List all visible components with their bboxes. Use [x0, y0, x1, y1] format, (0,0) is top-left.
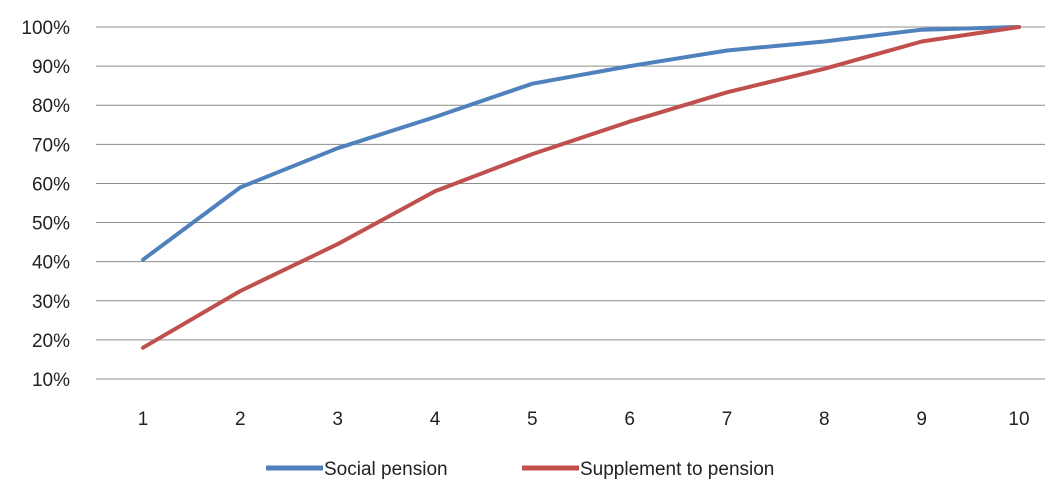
- x-tick-label: 9: [916, 409, 927, 430]
- x-tick-label: 7: [722, 409, 733, 430]
- y-tick-label: 80%: [32, 96, 70, 117]
- x-tick-label: 10: [1008, 409, 1029, 430]
- y-tick-label: 30%: [32, 292, 70, 313]
- x-tick-label: 4: [430, 409, 441, 430]
- x-axis-tick-labels: 1 2 3 4 5 6 7 8 9 10: [138, 409, 1030, 430]
- legend-label: Social pension: [324, 459, 448, 480]
- series-line-1: [141, 25, 1021, 262]
- legend: Social pension Supplement to pension: [266, 459, 774, 480]
- series-lines: [141, 25, 1021, 350]
- x-tick-label: 8: [819, 409, 830, 430]
- y-tick-label: 100%: [21, 18, 70, 39]
- x-tick-label: 5: [527, 409, 538, 430]
- x-tick-label: 2: [235, 409, 246, 430]
- y-tick-label: 40%: [32, 253, 70, 274]
- y-tick-label: 10%: [32, 370, 70, 391]
- legend-label: Supplement to pension: [580, 459, 774, 480]
- y-tick-label: 60%: [32, 174, 70, 195]
- x-tick-label: 6: [624, 409, 635, 430]
- y-tick-label: 90%: [32, 57, 70, 78]
- y-tick-label: 50%: [32, 214, 70, 235]
- y-tick-label: 20%: [32, 331, 70, 352]
- x-tick-label: 3: [332, 409, 343, 430]
- x-tick-label: 1: [138, 409, 149, 430]
- y-tick-label: 70%: [32, 135, 70, 156]
- series-line-2: [141, 25, 1021, 350]
- y-axis-tick-labels: 10% 20% 30% 40% 50% 60% 70% 80% 90% 100%: [21, 18, 70, 391]
- gridlines: [96, 26, 1045, 380]
